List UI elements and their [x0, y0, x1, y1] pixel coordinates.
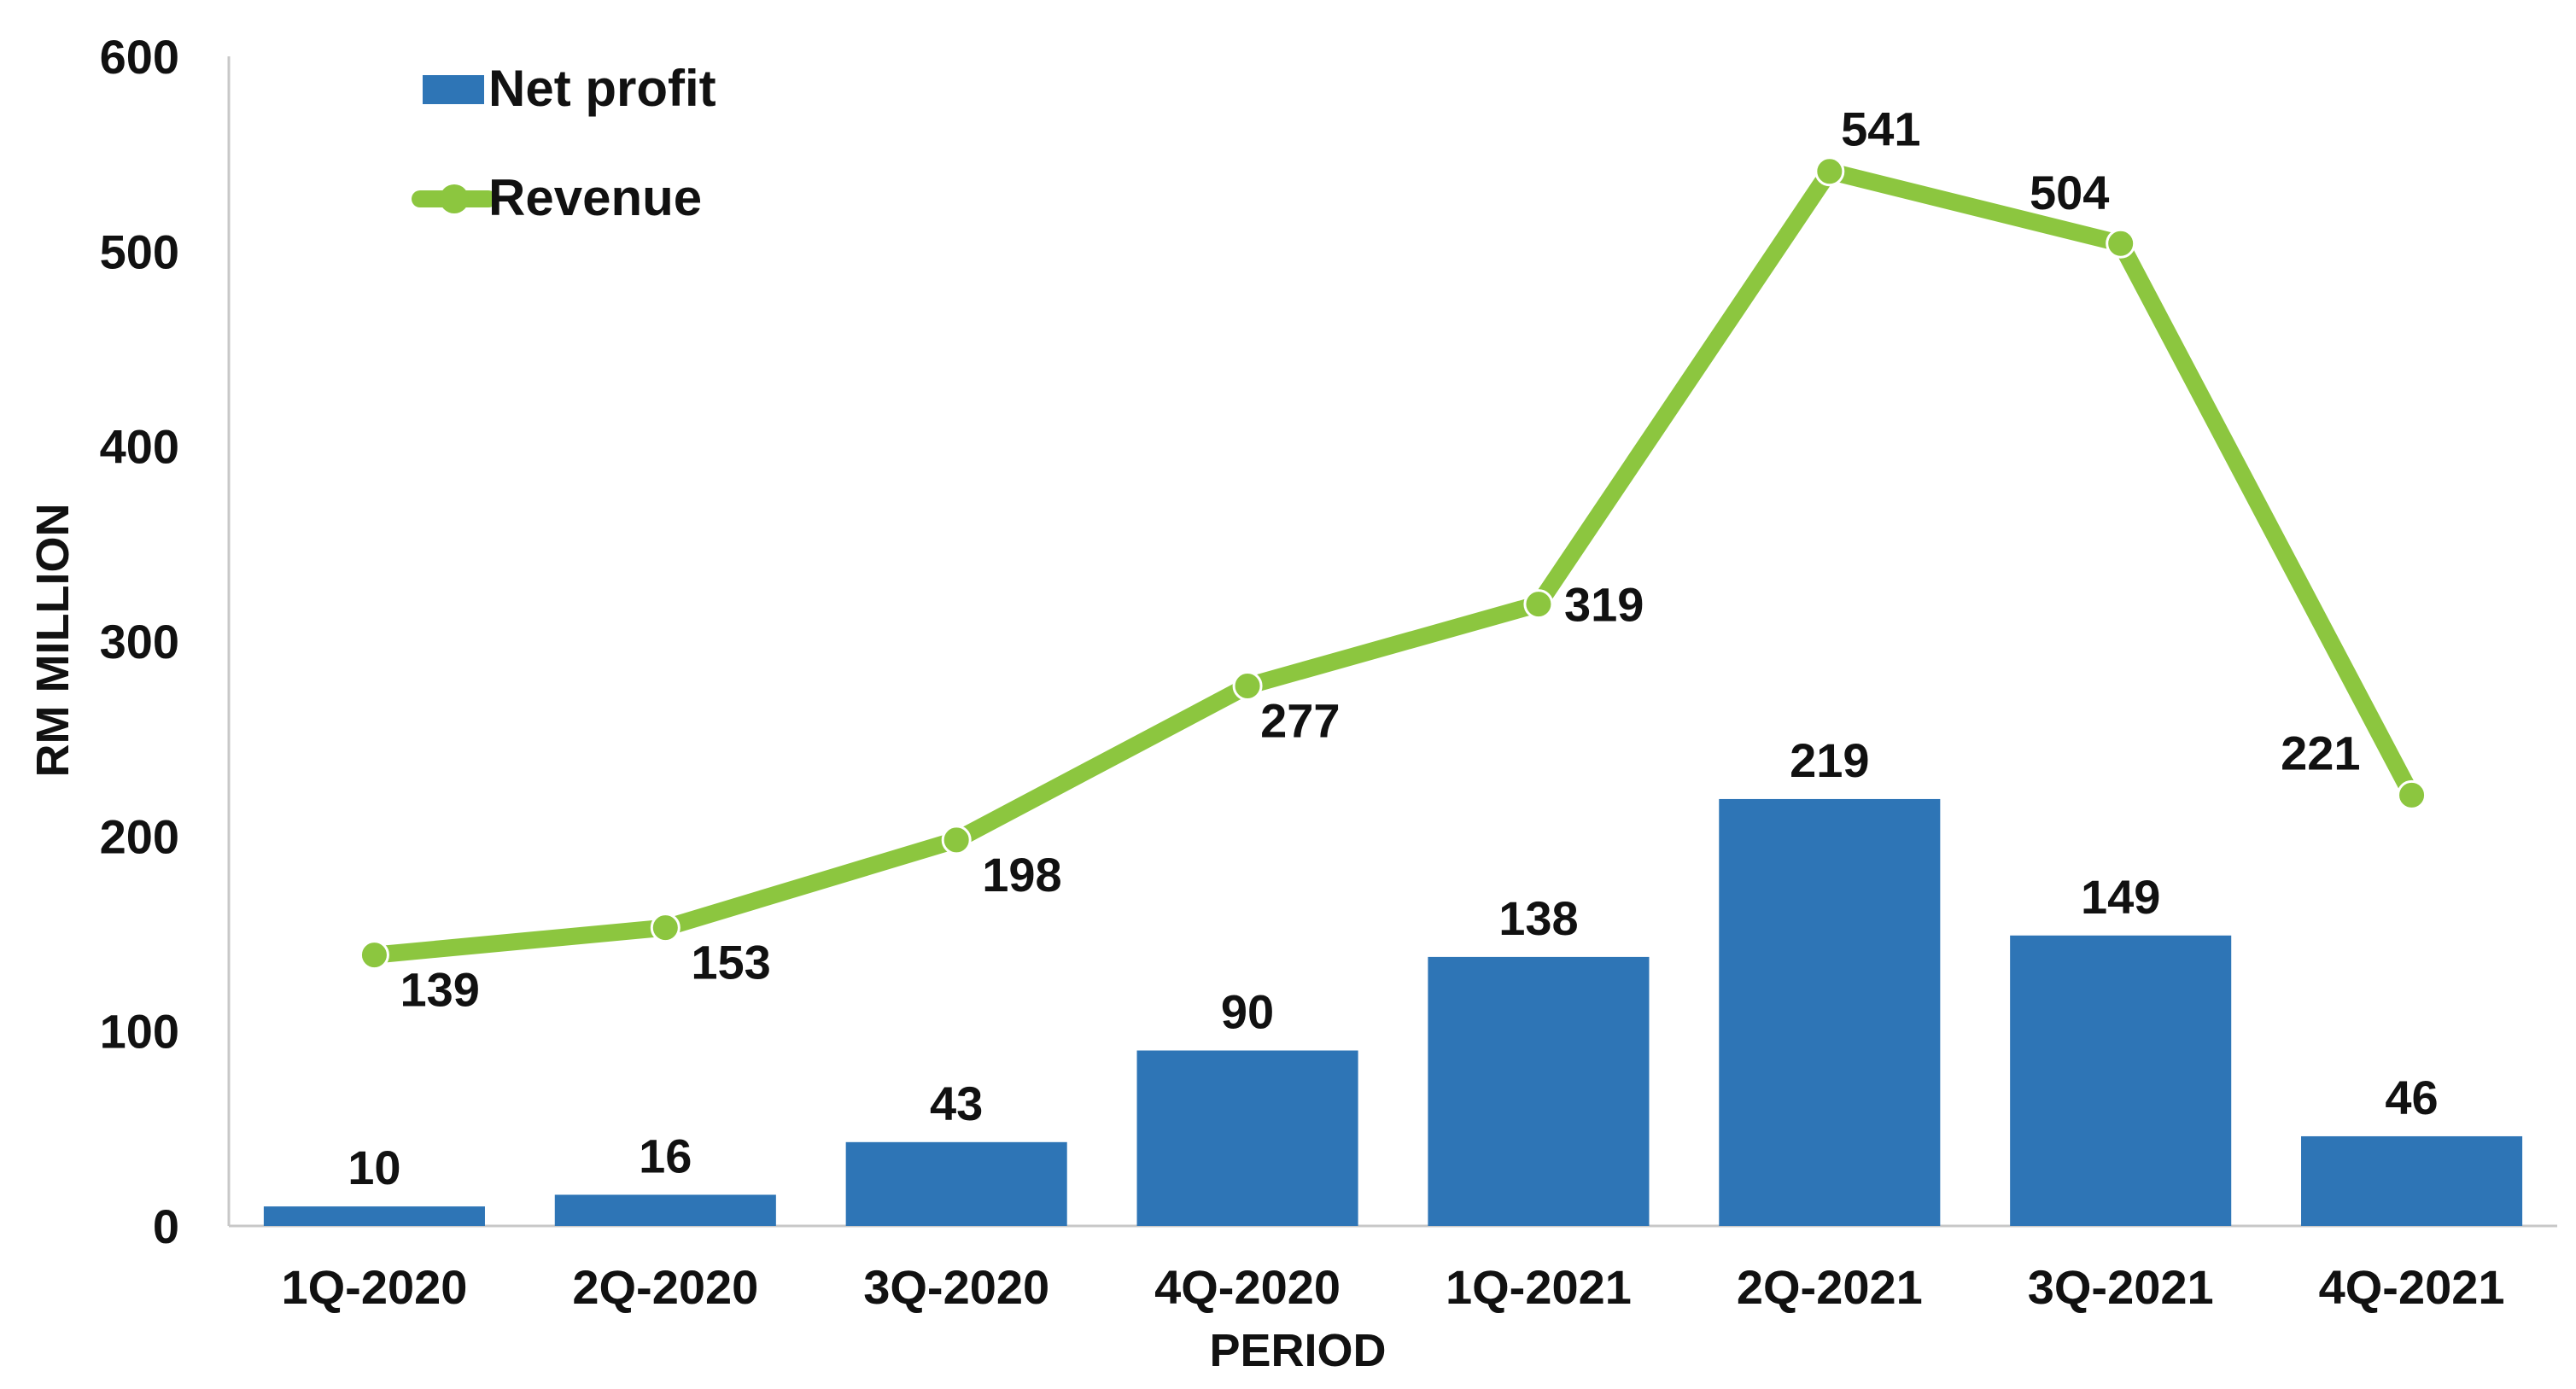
revenue-point [1814, 156, 1845, 187]
x-tick-label: 2Q-2020 [572, 1260, 758, 1314]
net-profit-data-label: 16 [639, 1129, 692, 1182]
net-profit-data-label: 46 [2385, 1071, 2438, 1124]
x-tick-label: 1Q-2021 [1446, 1260, 1632, 1314]
net-profit-data-label: 90 [1221, 985, 1274, 1039]
net-profit-bar [845, 1141, 1067, 1226]
x-tick-label: 1Q-2020 [281, 1260, 467, 1314]
y-tick-label: 400 [100, 420, 179, 474]
revenue-data-label: 221 [2281, 726, 2360, 779]
revenue-data-label: 277 [1260, 694, 1340, 748]
data-labels: 10 16 43 90 138 219 149 46 139 153 198 277 319 541 504… [348, 102, 2438, 1194]
revenue-data-label: 541 [1841, 102, 1920, 156]
revenue-point [2106, 228, 2136, 259]
net-profit-bars [263, 798, 2523, 1226]
legend: Net profit Revenue [412, 60, 716, 226]
revenue-line-series [359, 156, 2427, 971]
axes: 0 100 200 300 400 500 600 1Q-2020 2Q-2020 3Q-2020… [100, 30, 2557, 1314]
y-axis-title: RM MILLION [27, 504, 79, 778]
revenue-data-label: 319 [1564, 578, 1644, 632]
revenue-point [1523, 589, 1554, 620]
revenue-point [650, 913, 681, 943]
legend-net-profit-swatch [423, 75, 484, 104]
net-profit-data-label: 10 [348, 1141, 400, 1194]
legend-revenue-marker [440, 184, 469, 213]
revenue-line [365, 162, 2421, 964]
net-profit-bar [2301, 1135, 2523, 1226]
net-profit-bar [554, 1194, 776, 1226]
revenue-data-label: 139 [400, 963, 479, 1017]
net-profit-bar [263, 1206, 485, 1226]
revenue-point [2397, 779, 2427, 810]
revenue-point [359, 940, 389, 971]
x-tick-label: 2Q-2021 [1737, 1260, 1923, 1314]
net-profit-bar [1719, 798, 1941, 1226]
revenue-point [941, 825, 972, 855]
x-tick-label: 4Q-2020 [1154, 1260, 1341, 1314]
x-tick-label: 3Q-2021 [2028, 1260, 2214, 1314]
y-tick-label: 0 [153, 1199, 179, 1253]
net-profit-data-label: 149 [2081, 870, 2160, 924]
net-profit-bar [2010, 935, 2232, 1226]
revenue-data-label: 153 [691, 936, 770, 989]
net-profit-data-label: 219 [1790, 733, 1869, 787]
y-tick-label: 200 [100, 809, 179, 863]
legend-revenue-label: Revenue [488, 169, 702, 226]
net-profit-bar [1428, 956, 1650, 1226]
x-axis-title: PERIOD [1209, 1325, 1386, 1376]
revenue-data-label: 504 [2030, 166, 2109, 219]
net-profit-data-label: 138 [1498, 891, 1578, 945]
revenue-point [1232, 671, 1263, 702]
y-tick-label: 100 [100, 1005, 179, 1059]
y-tick-label: 500 [100, 225, 179, 278]
x-tick-label: 3Q-2020 [863, 1260, 1049, 1314]
net-profit-bar [1136, 1050, 1358, 1226]
y-tick-label: 600 [100, 30, 179, 84]
revenue-data-label: 198 [982, 848, 1061, 902]
y-tick-label: 300 [100, 615, 179, 668]
x-tick-label: 4Q-2021 [2319, 1260, 2505, 1314]
net-profit-data-label: 43 [930, 1077, 983, 1130]
legend-net-profit-label: Net profit [488, 60, 716, 117]
